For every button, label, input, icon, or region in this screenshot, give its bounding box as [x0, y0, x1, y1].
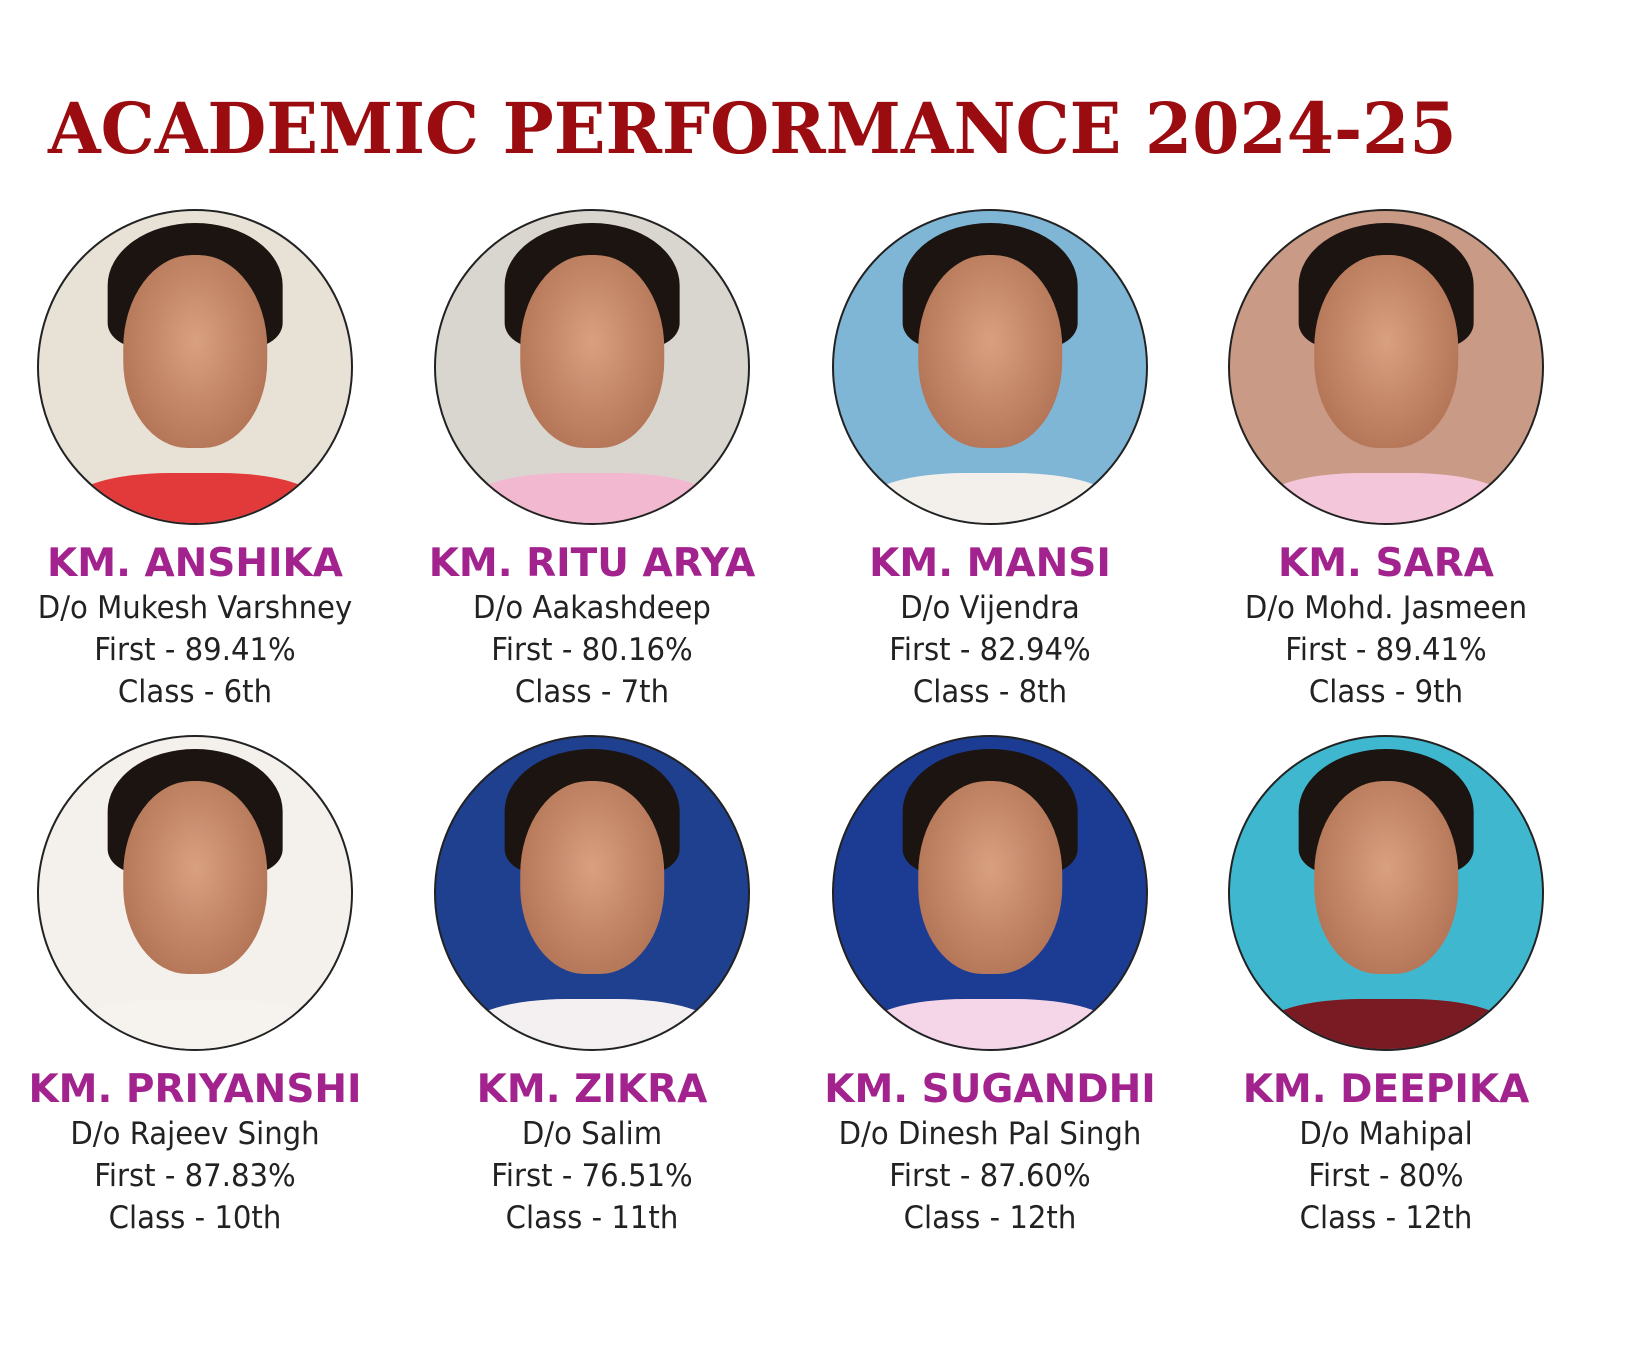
- student-photo: [37, 209, 353, 525]
- shirt-shape: [467, 473, 717, 523]
- student-name: KM. PRIYANSHI: [28, 1067, 362, 1112]
- shirt-shape: [1261, 473, 1511, 523]
- shirt-shape: [865, 473, 1115, 523]
- student-name: KM. SUGANDHI: [824, 1067, 1156, 1112]
- parent-name: D/o Rajeev Singh: [70, 1116, 320, 1152]
- face-shape: [520, 254, 664, 449]
- parent-name: D/o Aakashdeep: [473, 590, 711, 626]
- student-photo: [434, 209, 750, 525]
- student-card: KM. PRIYANSHI D/o Rajeev Singh First - 87.…: [0, 735, 395, 1239]
- student-photo: [434, 735, 750, 1051]
- result: First - 89.41%: [1285, 632, 1487, 668]
- student-name: KM. RITU ARYA: [428, 541, 756, 586]
- face-shape: [1314, 254, 1458, 449]
- class-label: Class - 10th: [108, 1200, 282, 1236]
- student-name: KM. SARA: [1278, 541, 1494, 586]
- student-photo: [832, 735, 1148, 1051]
- class-label: Class - 12th: [1299, 1200, 1473, 1236]
- parent-name: D/o Mohd. Jasmeen: [1244, 590, 1528, 626]
- shirt-shape: [70, 473, 320, 523]
- result: First - 89.41%: [94, 632, 296, 668]
- class-label: Class - 9th: [1308, 674, 1464, 710]
- parent-name: D/o Salim: [521, 1116, 663, 1152]
- student-card: KM. RITU ARYA D/o Aakashdeep First - 80.16…: [392, 209, 792, 713]
- student-card: KM. SUGANDHI D/o Dinesh Pal Singh First - …: [790, 735, 1190, 1239]
- shirt-shape: [865, 999, 1115, 1049]
- student-card: KM. SARA D/o Mohd. Jasmeen First - 89.41% C…: [1186, 209, 1586, 713]
- student-card: KM. ANSHIKA D/o Mukesh Varshney First - 89…: [0, 209, 395, 713]
- result: First - 80%: [1308, 1158, 1464, 1194]
- student-card: KM. MANSI D/o Vijendra First - 82.94% Class…: [790, 209, 1190, 713]
- face-shape: [123, 780, 267, 975]
- result: First - 82.94%: [889, 632, 1091, 668]
- shirt-shape: [467, 999, 717, 1049]
- result: First - 76.51%: [491, 1158, 693, 1194]
- student-card: KM. ZIKRA D/o Salim First - 76.51% Class - …: [392, 735, 792, 1239]
- shirt-shape: [70, 999, 320, 1049]
- class-label: Class - 11th: [505, 1200, 679, 1236]
- student-name: KM. DEEPIKA: [1242, 1067, 1530, 1112]
- student-photo: [1228, 209, 1544, 525]
- face-shape: [918, 780, 1062, 975]
- result: First - 80.16%: [491, 632, 693, 668]
- student-photo: [832, 209, 1148, 525]
- parent-name: D/o Mahipal: [1299, 1116, 1473, 1152]
- student-photo: [37, 735, 353, 1051]
- class-label: Class - 8th: [912, 674, 1068, 710]
- result: First - 87.60%: [889, 1158, 1091, 1194]
- student-name: KM. MANSI: [869, 541, 1111, 586]
- class-label: Class - 12th: [903, 1200, 1077, 1236]
- student-name: KM. ZIKRA: [476, 1067, 708, 1112]
- shirt-shape: [1261, 999, 1511, 1049]
- face-shape: [520, 780, 664, 975]
- parent-name: D/o Dinesh Pal Singh: [838, 1116, 1142, 1152]
- parent-name: D/o Vijendra: [900, 590, 1080, 626]
- parent-name: D/o Mukesh Varshney: [37, 590, 353, 626]
- face-shape: [1314, 780, 1458, 975]
- page-title: ACADEMIC PERFORMANCE 2024-25: [48, 87, 1457, 170]
- result: First - 87.83%: [94, 1158, 296, 1194]
- student-photo: [1228, 735, 1544, 1051]
- class-label: Class - 6th: [117, 674, 273, 710]
- face-shape: [123, 254, 267, 449]
- student-card: KM. DEEPIKA D/o Mahipal First - 80% Class -…: [1186, 735, 1586, 1239]
- face-shape: [918, 254, 1062, 449]
- class-label: Class - 7th: [514, 674, 670, 710]
- student-name: KM. ANSHIKA: [47, 541, 343, 586]
